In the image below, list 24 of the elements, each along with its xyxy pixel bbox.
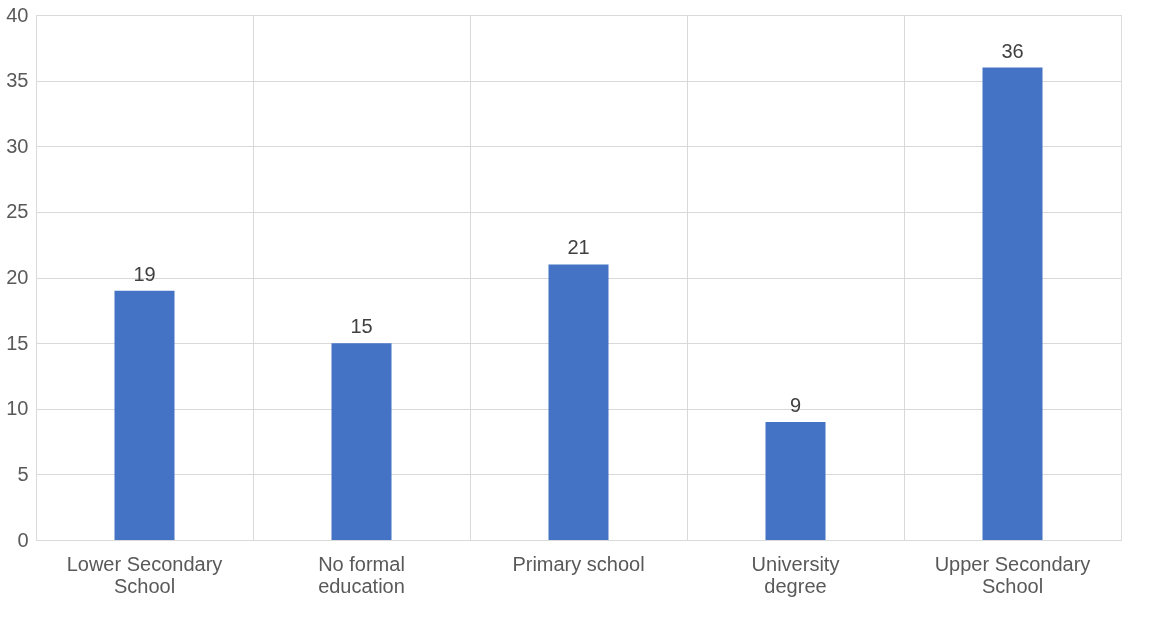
y-tick-label: 10: [6, 397, 29, 420]
bar: [331, 343, 392, 540]
y-tick-label: 20: [6, 266, 29, 288]
x-tick-label: Lower Secondary School: [66, 552, 223, 597]
bar: [982, 67, 1043, 540]
y-tick-label: 25: [6, 200, 29, 223]
data-label: 19: [133, 262, 156, 285]
data-label: 9: [789, 393, 802, 416]
data-label: 15: [350, 315, 373, 338]
x-tick-label: No formal education: [318, 552, 405, 597]
y-tick-label: 5: [17, 462, 29, 485]
y-tick-label: 35: [6, 69, 29, 92]
y-tick-label: 40: [6, 3, 29, 26]
y-tick-label: 15: [6, 331, 29, 354]
data-label: 36: [1001, 39, 1024, 62]
bar: [765, 421, 826, 540]
x-tick-label: Primary school: [512, 552, 645, 575]
y-tick-label: 30: [6, 134, 29, 157]
x-tick-label: University degree: [751, 552, 840, 597]
bar: [548, 264, 609, 540]
y-tick-label: 0: [17, 528, 29, 551]
data-label: 21: [567, 236, 590, 259]
bar: [114, 290, 175, 540]
x-tick-label: Upper Secondary School: [934, 552, 1091, 597]
